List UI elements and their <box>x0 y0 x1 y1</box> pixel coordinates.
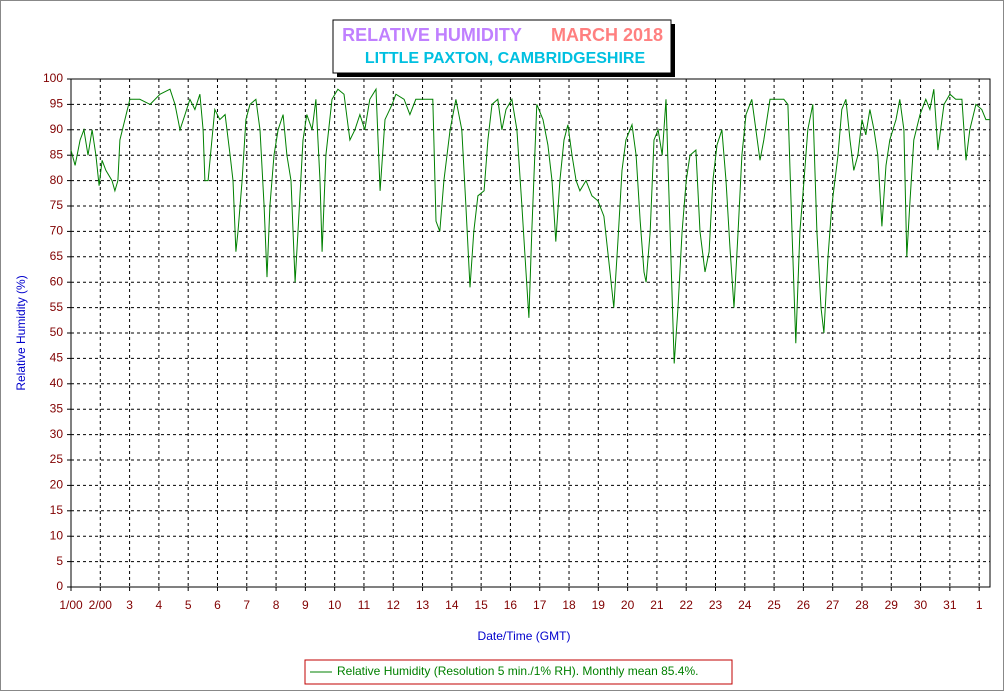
y-tick-label: 70 <box>50 224 64 238</box>
y-tick-label: 85 <box>50 147 64 161</box>
x-tick-label: 4 <box>156 598 163 612</box>
x-tick-label: 28 <box>855 598 869 612</box>
x-tick-label: 16 <box>504 598 518 612</box>
x-tick-label: 29 <box>885 598 899 612</box>
x-tick-label: 6 <box>214 598 221 612</box>
plot-border <box>70 78 991 588</box>
x-tick-label: 23 <box>709 598 723 612</box>
x-tick-label: 15 <box>474 598 488 612</box>
y-tick-label: 10 <box>50 528 64 542</box>
y-axis-title: Relative Humidity (%) <box>14 275 28 390</box>
x-tick-label: 9 <box>302 598 309 612</box>
y-tick-label: 60 <box>50 274 64 288</box>
x-tick-label: 24 <box>738 598 752 612</box>
x-tick-label: 11 <box>358 598 371 612</box>
y-tick-label: 90 <box>50 122 64 136</box>
x-tick-label: 27 <box>826 598 840 612</box>
legend-label: Relative Humidity (Resolution 5 min./1% … <box>337 664 698 678</box>
x-tick-label: 30 <box>914 598 928 612</box>
legend-box <box>304 659 733 685</box>
x-tick-label: 3 <box>126 598 133 612</box>
x-tick-label: 18 <box>562 598 576 612</box>
data-line <box>70 87 990 364</box>
y-tick-label: 25 <box>50 452 64 466</box>
x-tick-label: 31 <box>943 598 957 612</box>
y-tick-label: 0 <box>56 579 63 593</box>
y-tick-label: 45 <box>50 351 64 365</box>
y-tick-label: 35 <box>50 401 64 415</box>
chart-subtitle: LITTLE PAXTON, CAMBRIDGESHIRE <box>365 50 646 67</box>
x-tick-label: 12 <box>387 598 401 612</box>
y-tick-label: 100 <box>43 71 63 85</box>
x-tick-label: 13 <box>416 598 430 612</box>
title-box <box>332 19 672 74</box>
x-tick-label: 8 <box>273 598 280 612</box>
y-tick-label: 15 <box>50 503 64 517</box>
x-tick-label: 25 <box>767 598 781 612</box>
chart-title-date: MARCH 2018 <box>551 25 663 45</box>
x-tick-label: 5 <box>185 598 192 612</box>
x-tick-label: 22 <box>680 598 694 612</box>
x-axis-title: Date/Time (GMT) <box>478 629 571 643</box>
y-tick-label: 40 <box>50 376 64 390</box>
y-tick-label: 95 <box>50 97 64 111</box>
y-tick-label: 20 <box>50 478 64 492</box>
x-tick-label: 19 <box>592 598 606 612</box>
y-tick-label: 75 <box>50 198 64 212</box>
x-tick-label: 2/00 <box>89 598 113 612</box>
y-tick-label: 55 <box>50 300 64 314</box>
x-tick-label: 21 <box>650 598 664 612</box>
x-tick-label: 7 <box>243 598 250 612</box>
x-tick-label: 14 <box>445 598 459 612</box>
x-tick-label: 26 <box>797 598 811 612</box>
x-tick-label: 17 <box>533 598 547 612</box>
x-tick-label: 20 <box>621 598 635 612</box>
x-tick-label: 1 <box>976 598 983 612</box>
y-tick-label: 80 <box>50 173 64 187</box>
y-tick-label: 50 <box>50 325 64 339</box>
y-tick-label: 5 <box>56 554 63 568</box>
x-tick-label: 1/00 <box>59 598 83 612</box>
x-tick-label: 10 <box>328 598 342 612</box>
chart-title: RELATIVE HUMIDITY <box>342 25 522 45</box>
y-tick-label: 65 <box>50 249 64 263</box>
y-tick-label: 30 <box>50 427 64 441</box>
